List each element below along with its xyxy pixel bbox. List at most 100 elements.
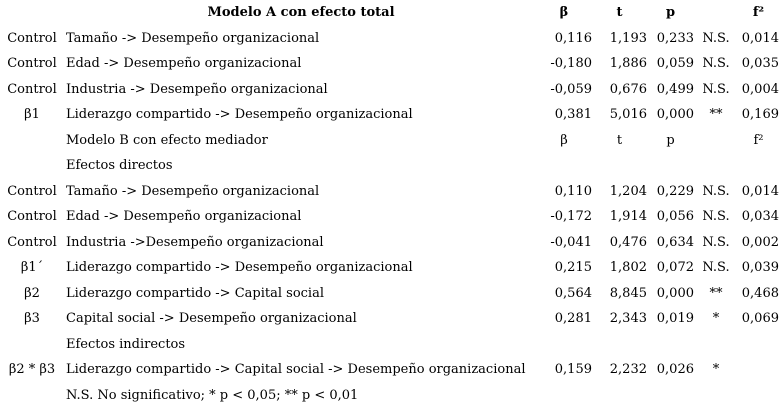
t-value-cell: 2,343 bbox=[609, 311, 647, 327]
path-description-cell: Liderazgo compartido -> Capital social bbox=[66, 285, 324, 301]
t-value-cell: 5,016 bbox=[609, 107, 647, 123]
t-value-cell: 1,914 bbox=[609, 209, 647, 225]
significance-cell: N.S. bbox=[702, 56, 730, 72]
f-squared-cell: 0,002 bbox=[741, 234, 779, 250]
table-row: β1´ Liderazgo compartido -> Desempeño or… bbox=[0, 255, 782, 281]
path-description-cell: Liderazgo compartido -> Desempeño organi… bbox=[66, 107, 413, 123]
coefficient-label-cell: Control bbox=[7, 56, 57, 72]
p-value-cell: 0,229 bbox=[656, 183, 694, 199]
t-value-cell: 1,802 bbox=[609, 260, 647, 276]
beta-value-cell: 0,381 bbox=[554, 107, 592, 123]
p-value-cell: p bbox=[665, 5, 676, 21]
f-squared-cell: 0,004 bbox=[741, 81, 779, 97]
f-squared-cell: 0,014 bbox=[741, 30, 779, 46]
path-description-cell: Liderazgo compartido -> Desempeño organi… bbox=[66, 260, 413, 276]
path-description-cell: Tamaño -> Desempeño organizacional bbox=[66, 183, 320, 199]
f-squared-cell: 0,014 bbox=[741, 183, 779, 199]
path-description-cell: Industria ->Desempeño organizacional bbox=[66, 234, 324, 250]
beta-value-cell: 0,110 bbox=[554, 183, 592, 199]
p-value-cell: 0,000 bbox=[656, 285, 694, 301]
significance-cell: N.S. bbox=[702, 234, 730, 250]
path-description-cell: Modelo B con efecto mediador bbox=[66, 132, 268, 148]
beta-value-cell: -0,041 bbox=[550, 234, 592, 250]
beta-value-cell: β bbox=[559, 5, 569, 21]
p-value-cell: 0,056 bbox=[656, 209, 694, 225]
path-description-cell: Capital social -> Desempeño organizacion… bbox=[66, 311, 357, 327]
coefficient-label-cell: β1´ bbox=[20, 260, 44, 276]
f-squared-cell: 0,035 bbox=[741, 56, 779, 72]
coefficient-label-cell: β3 bbox=[24, 311, 40, 327]
significance-cell: N.S. bbox=[702, 30, 730, 46]
table-row: β2 * β3 Liderazgo compartido -> Capital … bbox=[0, 357, 782, 383]
p-value-cell: 0,072 bbox=[656, 260, 694, 276]
table-row: Control Industria ->Desempeño organizaci… bbox=[0, 230, 782, 256]
p-value-cell: 0,233 bbox=[656, 30, 694, 46]
f-squared-cell: 0,034 bbox=[741, 209, 779, 225]
t-value-cell: 8,845 bbox=[609, 285, 647, 301]
significance-cell: N.S. bbox=[702, 183, 730, 199]
table-row: Modelo A con efecto total β t p f² bbox=[0, 0, 782, 26]
f-squared-cell: f² bbox=[753, 132, 764, 148]
table-row: β3 Capital social -> Desempeño organizac… bbox=[0, 306, 782, 332]
table-row: Control Edad -> Desempeño organizacional… bbox=[0, 204, 782, 230]
table-row: N.S. No significativo; * p < 0,05; ** p … bbox=[0, 383, 782, 408]
beta-value-cell: 0,116 bbox=[554, 30, 592, 46]
coefficient-label-cell: Control bbox=[7, 30, 57, 46]
coefficient-label-cell: Control bbox=[7, 234, 57, 250]
t-value-cell: t bbox=[616, 5, 623, 21]
t-value-cell: t bbox=[616, 132, 623, 148]
table-row: Control Tamaño -> Desempeño organizacion… bbox=[0, 179, 782, 205]
beta-value-cell: β bbox=[560, 132, 568, 148]
table-row: β2 Liderazgo compartido -> Capital socia… bbox=[0, 281, 782, 307]
t-value-cell: 1,204 bbox=[609, 183, 647, 199]
p-value-cell: p bbox=[666, 132, 675, 148]
coefficient-label-cell: β2 * β3 bbox=[8, 362, 56, 378]
beta-value-cell: 0,215 bbox=[554, 260, 592, 276]
significance-cell: ** bbox=[709, 285, 723, 301]
significance-cell: N.S. bbox=[702, 209, 730, 225]
p-value-cell: 0,059 bbox=[656, 56, 694, 72]
significance-cell: ** bbox=[709, 107, 723, 123]
p-value-cell: 0,026 bbox=[656, 362, 694, 378]
coefficient-label-cell: Control bbox=[7, 209, 57, 225]
coefficient-label-cell: β1 bbox=[24, 107, 40, 123]
path-description-cell: Industria -> Desempeño organizacional bbox=[66, 81, 328, 97]
table-row: Modelo B con efecto mediador β t p f² bbox=[0, 128, 782, 154]
beta-value-cell: 0,159 bbox=[554, 362, 592, 378]
path-description-cell: Efectos indirectos bbox=[66, 336, 186, 352]
table-row: Efectos directos bbox=[0, 153, 782, 179]
t-value-cell: 0,676 bbox=[609, 81, 647, 97]
p-value-cell: 0,634 bbox=[656, 234, 694, 250]
beta-value-cell: -0,172 bbox=[550, 209, 592, 225]
table-row: Control Tamaño -> Desempeño organizacion… bbox=[0, 26, 782, 52]
beta-value-cell: -0,180 bbox=[550, 56, 592, 72]
beta-value-cell: -0,059 bbox=[550, 81, 592, 97]
t-value-cell: 2,232 bbox=[609, 362, 647, 378]
significance-cell: N.S. bbox=[702, 260, 730, 276]
path-description-cell: N.S. No significativo; * p < 0,05; ** p … bbox=[66, 387, 359, 403]
path-description-cell: Edad -> Desempeño organizacional bbox=[66, 209, 302, 225]
f-squared-cell: 0,069 bbox=[741, 311, 779, 327]
p-value-cell: 0,000 bbox=[656, 107, 694, 123]
f-squared-cell: 0,039 bbox=[741, 260, 779, 276]
coefficient-label-cell: Control bbox=[7, 81, 57, 97]
significance-cell: * bbox=[712, 311, 720, 327]
significance-cell: N.S. bbox=[702, 81, 730, 97]
coefficient-label-cell: Control bbox=[7, 183, 57, 199]
t-value-cell: 1,886 bbox=[609, 56, 647, 72]
f-squared-cell: f² bbox=[752, 5, 765, 21]
f-squared-cell: 0,468 bbox=[741, 285, 779, 301]
p-value-cell: 0,499 bbox=[656, 81, 694, 97]
f-squared-cell: 0,169 bbox=[741, 107, 779, 123]
beta-value-cell: 0,564 bbox=[554, 285, 592, 301]
path-description-cell: Modelo A con efecto total bbox=[207, 5, 395, 21]
p-value-cell: 0,019 bbox=[656, 311, 694, 327]
table-row: β1 Liderazgo compartido -> Desempeño org… bbox=[0, 102, 782, 128]
table-row: Efectos indirectos bbox=[0, 332, 782, 358]
coefficient-label-cell: β2 bbox=[24, 285, 40, 301]
beta-value-cell: 0,281 bbox=[554, 311, 592, 327]
t-value-cell: 1,193 bbox=[609, 30, 647, 46]
path-description-cell: Liderazgo compartido -> Capital social -… bbox=[66, 362, 526, 378]
t-value-cell: 0,476 bbox=[609, 234, 647, 250]
